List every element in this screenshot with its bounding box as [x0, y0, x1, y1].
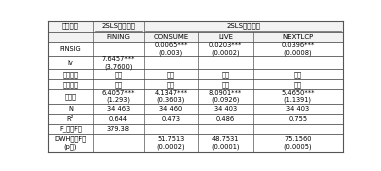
Text: 34 403: 34 403 — [286, 106, 309, 112]
Text: NEXTLCP: NEXTLCP — [282, 34, 314, 40]
Text: 51.7513
(0.0002): 51.7513 (0.0002) — [157, 136, 185, 150]
Text: 控制: 控制 — [115, 81, 122, 88]
Text: 控制: 控制 — [167, 81, 175, 88]
Text: 34 460: 34 460 — [159, 106, 182, 112]
Text: 控制: 控制 — [221, 71, 229, 78]
Text: 0.473: 0.473 — [162, 116, 180, 122]
Text: FINSIG: FINSIG — [60, 46, 81, 52]
Text: 控制: 控制 — [294, 81, 302, 88]
Text: CONSUME: CONSUME — [153, 34, 189, 40]
Text: 控制: 控制 — [115, 71, 122, 78]
Text: DWH检验F值
(p值): DWH检验F值 (p值) — [54, 136, 86, 150]
Text: 控制: 控制 — [167, 71, 175, 78]
Text: 0.0203***
(0.0002): 0.0203*** (0.0002) — [209, 42, 242, 56]
Text: 控制变量: 控制变量 — [62, 71, 78, 78]
Text: 2SLS第二阶段: 2SLS第二阶段 — [226, 23, 260, 29]
Text: 控制: 控制 — [294, 71, 302, 78]
Text: 379.38: 379.38 — [107, 126, 130, 132]
Text: 省份效应: 省份效应 — [62, 81, 78, 88]
Text: 控制: 控制 — [221, 81, 229, 88]
Text: 0.0065***
(0.003): 0.0065*** (0.003) — [154, 42, 188, 56]
Text: 0.644: 0.644 — [109, 116, 128, 122]
Text: 常数项: 常数项 — [64, 93, 77, 100]
Text: 0.486: 0.486 — [216, 116, 235, 122]
Text: 48.7531
(0.0001): 48.7531 (0.0001) — [211, 136, 240, 150]
Text: 75.1560
(0.0005): 75.1560 (0.0005) — [283, 136, 312, 150]
Text: N: N — [68, 106, 73, 112]
Text: 34 403: 34 403 — [214, 106, 237, 112]
Text: LIVE: LIVE — [218, 34, 233, 40]
Text: 7.6457***
(3.7600): 7.6457*** (3.7600) — [102, 56, 135, 70]
Text: 8.0901***
(0.0926): 8.0901*** (0.0926) — [209, 90, 242, 103]
Text: 2SLS第一阶段: 2SLS第一阶段 — [101, 23, 136, 29]
Text: 5.4650***
(1.1391): 5.4650*** (1.1391) — [281, 90, 315, 103]
Text: 解释变量: 解释变量 — [62, 23, 79, 29]
Bar — [48, 21, 343, 32]
Text: Iv: Iv — [68, 60, 74, 66]
Text: 4.1347***
(0.3603): 4.1347*** (0.3603) — [154, 90, 187, 103]
Text: 0.755: 0.755 — [288, 116, 307, 122]
Text: F_统计F值: F_统计F值 — [59, 125, 82, 132]
Text: 6.4057***
(1.293): 6.4057*** (1.293) — [102, 90, 135, 103]
Bar — [48, 32, 343, 42]
Text: R²: R² — [67, 116, 74, 122]
Text: FINING: FINING — [107, 34, 130, 40]
Text: 0.0396***
(0.0008): 0.0396*** (0.0008) — [281, 42, 314, 56]
Text: 34 463: 34 463 — [107, 106, 130, 112]
